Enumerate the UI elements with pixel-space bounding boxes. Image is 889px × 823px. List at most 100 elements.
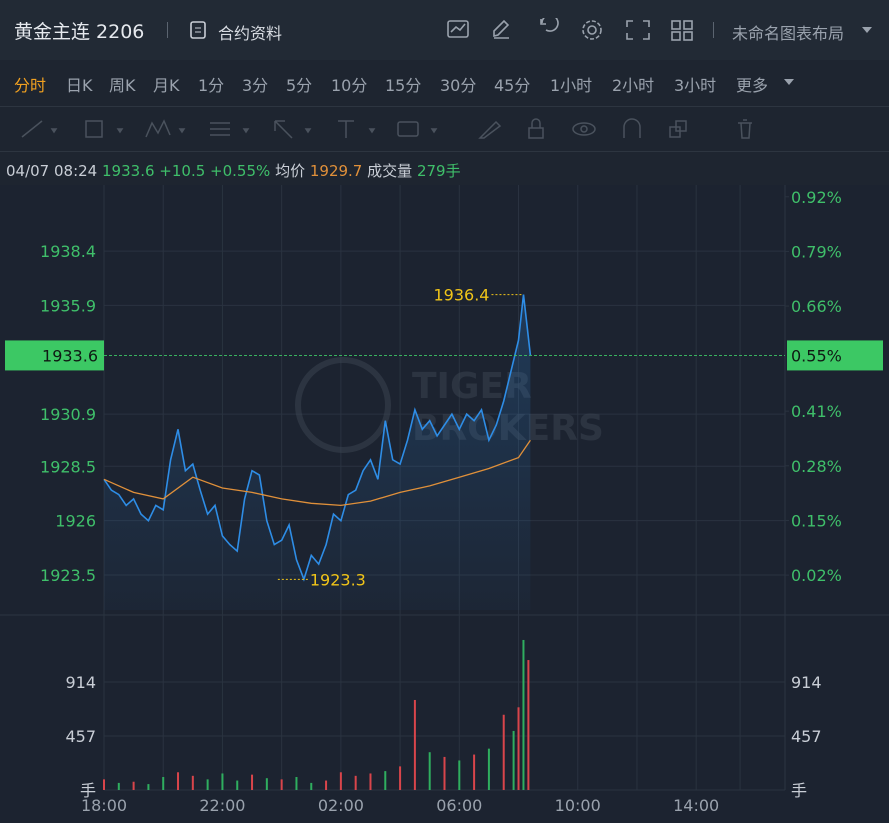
volume-bar: [251, 774, 254, 790]
volume-bar: [221, 773, 224, 790]
volume-bar: [384, 771, 387, 790]
drawing-toolbar: [0, 106, 889, 152]
last-price-label: 1933.6: [42, 346, 98, 365]
volume-bar: [236, 780, 239, 790]
x-tick-label: 06:00: [436, 796, 482, 815]
volume-bar: [443, 756, 446, 790]
volume-bar: [369, 773, 372, 790]
volume-tick-label: 手: [791, 781, 807, 800]
doc-icon: [190, 21, 206, 39]
volume-tick-label: 457: [65, 727, 96, 746]
period-tab[interactable]: 分时: [14, 76, 47, 95]
volume-bar: [206, 779, 209, 790]
y-tick-label: 1923.5: [40, 566, 96, 585]
x-tick-label: 18:00: [81, 796, 127, 815]
volume-bar: [487, 748, 490, 790]
period-tab[interactable]: 更多: [736, 76, 769, 95]
volume-bar: [502, 714, 505, 790]
volume-bar: [413, 699, 416, 790]
volume-bar: [162, 777, 165, 790]
volume-tick-label: 手: [80, 781, 96, 800]
contract-info[interactable]: 合约资料: [218, 24, 283, 43]
quote-line: 04/07 08:24 1933.6 +10.5 +0.55% 均价 1929.…: [6, 160, 461, 181]
y2-tick-label: 0.41%: [791, 402, 842, 421]
period-tab[interactable]: 3小时: [674, 76, 717, 95]
period-tab[interactable]: 月K: [153, 76, 180, 95]
avg-line: [103, 439, 531, 507]
volume-bar: [473, 754, 476, 790]
volume-bar: [354, 775, 357, 790]
chart: 18:00 22:00 02:00 06:00 10:00 14:00 1923.5 1926…: [0, 185, 889, 823]
price-line: [103, 294, 532, 582]
volume-bar: [458, 760, 461, 790]
separator: [713, 22, 714, 38]
y-tick-label: 1938.4: [40, 242, 96, 261]
volume-bar: [527, 660, 530, 790]
x-tick-label: 14:00: [673, 796, 719, 815]
period-tab[interactable]: 15分: [385, 76, 422, 95]
y2-tick-label: 0.92%: [791, 188, 842, 207]
period-tab[interactable]: 日K: [66, 76, 93, 95]
max-label: 1936.4: [433, 286, 489, 305]
period-tab[interactable]: 5分: [286, 76, 313, 95]
volume-bar: [117, 782, 120, 790]
change: +10.5: [159, 162, 206, 180]
separator: [167, 22, 168, 38]
volume-bar: [132, 781, 135, 790]
volume-bar: [339, 772, 342, 790]
avg-label: 均价: [275, 162, 306, 180]
volume-tick-label: 457: [791, 727, 822, 746]
volume-bar: [103, 779, 105, 790]
period-tab[interactable]: 2小时: [612, 76, 655, 95]
volume-bar: [177, 772, 180, 790]
volume-label: 成交量: [367, 162, 413, 180]
volume-bar: [517, 707, 520, 790]
header-icons: [447, 18, 693, 41]
volume-bar: [522, 639, 525, 790]
volume-bar: [310, 782, 313, 790]
datetime: 04/07 08:24: [6, 162, 98, 180]
caret: [784, 79, 794, 85]
period-tab[interactable]: 周K: [109, 76, 136, 95]
volume-bar: [512, 730, 515, 790]
last-pct-box: [787, 340, 883, 371]
layout-select[interactable]: 未命名图表布局: [732, 24, 845, 43]
volume-bar: [428, 752, 431, 790]
y2-tick-label: 0.02%: [791, 566, 842, 585]
header: 黄金主连 2206 合约资料 未命名图表布局: [0, 0, 889, 60]
y2-tick-label: 0.28%: [791, 457, 842, 476]
volume-tick-label: 914: [791, 673, 822, 692]
period-tab[interactable]: 1小时: [550, 76, 593, 95]
last-price-box: [5, 340, 104, 371]
period-tab[interactable]: 30分: [440, 76, 477, 95]
y-tick-label: 1930.9: [40, 405, 96, 424]
period-tab[interactable]: 1分: [198, 76, 225, 95]
x-tick-label: 22:00: [199, 796, 245, 815]
volume: 279手: [416, 162, 461, 180]
price: 1933.6: [102, 162, 155, 180]
y-tick-label: 1928.5: [40, 457, 96, 476]
period-tab[interactable]: 45分: [494, 76, 531, 95]
min-label: 1923.3: [310, 570, 366, 589]
volume-bar: [325, 780, 328, 790]
title: 黄金主连 2206: [14, 21, 145, 43]
volume-bar: [399, 766, 402, 790]
y-tick-label: 1926: [55, 512, 96, 531]
y2-tick-label: 0.15%: [791, 511, 842, 530]
period-tab[interactable]: 10分: [331, 76, 368, 95]
volume-bar: [280, 779, 283, 790]
last-pct-label: 0.55%: [791, 346, 842, 365]
period-tab[interactable]: 3分: [242, 76, 269, 95]
caret: [862, 27, 872, 33]
volume-bar: [191, 775, 194, 790]
y-tick-label: 1935.9: [40, 296, 96, 315]
x-tick-label: 10:00: [555, 796, 601, 815]
volume-bar: [147, 784, 150, 790]
volume-tick-label: 914: [65, 673, 96, 692]
change-pct: +0.55%: [210, 162, 271, 180]
avg: 1929.7: [309, 162, 363, 180]
volume-bar: [265, 778, 268, 790]
toolbar-icons: [21, 118, 752, 139]
volume-bar: [295, 777, 298, 790]
